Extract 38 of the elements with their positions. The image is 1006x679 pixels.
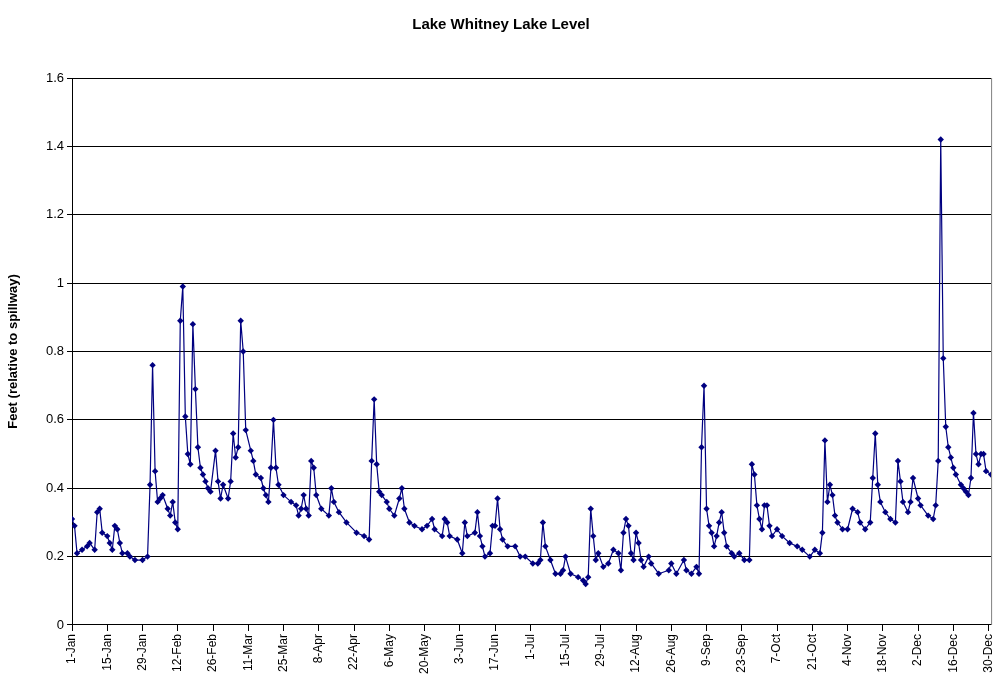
- x-tick-label: 12-Aug: [628, 633, 643, 673]
- y-tick-label: 0.4: [45, 479, 64, 495]
- y-tick-label: 0.8: [45, 343, 64, 359]
- x-tick-label: 29-Jan: [134, 633, 149, 671]
- x-tick-label: 20-May: [416, 633, 431, 674]
- x-tick-label: 3-Jun: [452, 633, 467, 665]
- y-tick-label: 0.6: [45, 411, 64, 427]
- x-tick-label: 25-Mar: [275, 633, 290, 672]
- x-tick-label: 7-Oct: [769, 633, 784, 664]
- x-tick-label: 26-Aug: [663, 633, 678, 673]
- x-tick-label: 17-Jun: [487, 633, 502, 671]
- x-tick-label: 8-Apr: [311, 633, 326, 664]
- x-tick-label: 30-Dec: [980, 633, 995, 673]
- y-tick-label: 1.4: [45, 137, 64, 153]
- x-tick-label: 29-Jul: [593, 633, 608, 667]
- y-tick-label: 0: [56, 616, 64, 632]
- x-tick-label: 1-Jul: [522, 633, 537, 660]
- x-tick-label: 15-Jan: [99, 633, 114, 671]
- x-tick-label: 1-Jan: [64, 633, 79, 665]
- x-tick-label: 11-Mar: [240, 633, 255, 672]
- x-tick-label: 22-Apr: [346, 633, 361, 671]
- x-tick-label: 4-Nov: [839, 633, 854, 666]
- chart-title: Lake Whitney Lake Level: [412, 15, 590, 33]
- y-tick-label: 1.2: [45, 206, 64, 222]
- x-tick-label: 6-May: [381, 633, 396, 668]
- x-tick-label: 15-Jul: [557, 633, 572, 667]
- x-tick-label: 2-Dec: [910, 633, 925, 666]
- x-tick-label: 18-Nov: [875, 633, 890, 673]
- y-tick-label: 1.6: [45, 69, 64, 85]
- x-tick-label: 23-Sep: [734, 633, 749, 673]
- y-axis-title: Feet (relative to spillway): [5, 274, 21, 429]
- x-tick-label: 16-Dec: [945, 633, 960, 673]
- y-tick-label: 0.2: [45, 548, 64, 564]
- y-tick-label: 1: [56, 274, 64, 290]
- x-tick-label: 9-Sep: [698, 633, 713, 667]
- x-tick-label: 26-Feb: [205, 633, 220, 673]
- x-tick-label: 21-Oct: [804, 633, 819, 670]
- x-tick-label: 12-Feb: [170, 633, 185, 673]
